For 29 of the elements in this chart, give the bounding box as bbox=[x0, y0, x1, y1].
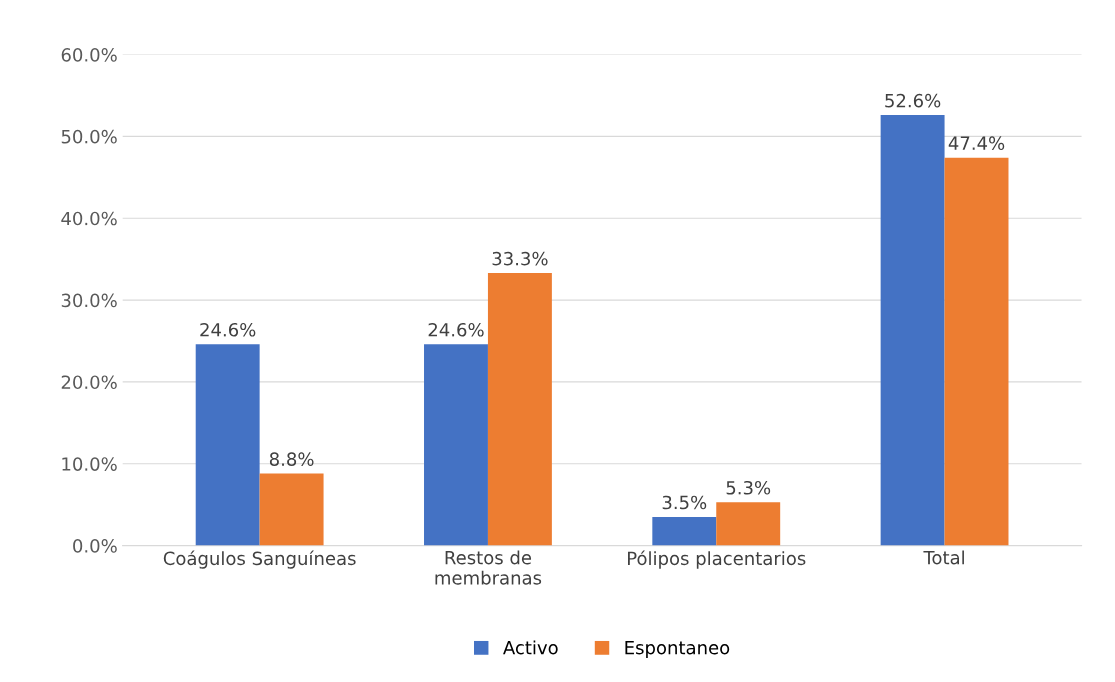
data-label: 5.3% bbox=[726, 480, 771, 495]
y-tick-label: 30.0% bbox=[61, 293, 117, 308]
bar bbox=[716, 502, 781, 546]
data-label: 24.6% bbox=[428, 322, 484, 337]
bar bbox=[259, 473, 324, 546]
data-label: 33.3% bbox=[492, 251, 548, 266]
x-tick-label: Pólipos placentarios bbox=[628, 550, 806, 569]
data-label: 47.4% bbox=[948, 136, 1005, 151]
y-tick-label: 0.0% bbox=[73, 539, 117, 553]
bar bbox=[880, 115, 945, 546]
y-tick-label: 10.0% bbox=[62, 457, 117, 471]
bar bbox=[944, 157, 1009, 546]
data-label: 24.6% bbox=[200, 322, 256, 337]
x-tick-label: Restos de membranas bbox=[435, 550, 542, 585]
bar bbox=[195, 344, 260, 546]
legend-label: Activo bbox=[503, 640, 558, 655]
data-label: 3.5% bbox=[662, 495, 707, 510]
x-tick-label: Coágulos Sanguíneas bbox=[163, 550, 356, 569]
y-tick-label: 40.0% bbox=[61, 211, 117, 226]
data-label: 8.8% bbox=[269, 452, 314, 466]
bar bbox=[652, 516, 717, 546]
bar bbox=[487, 273, 552, 546]
data-label: 52.6% bbox=[885, 93, 941, 108]
y-tick-label: 60.0% bbox=[61, 48, 117, 62]
legend-label: Espontaneo bbox=[625, 640, 730, 658]
y-tick-label: 20.0% bbox=[61, 375, 117, 390]
y-tick-label: 50.0% bbox=[61, 129, 117, 144]
bar bbox=[424, 344, 488, 546]
x-tick-label: Total bbox=[923, 550, 964, 565]
